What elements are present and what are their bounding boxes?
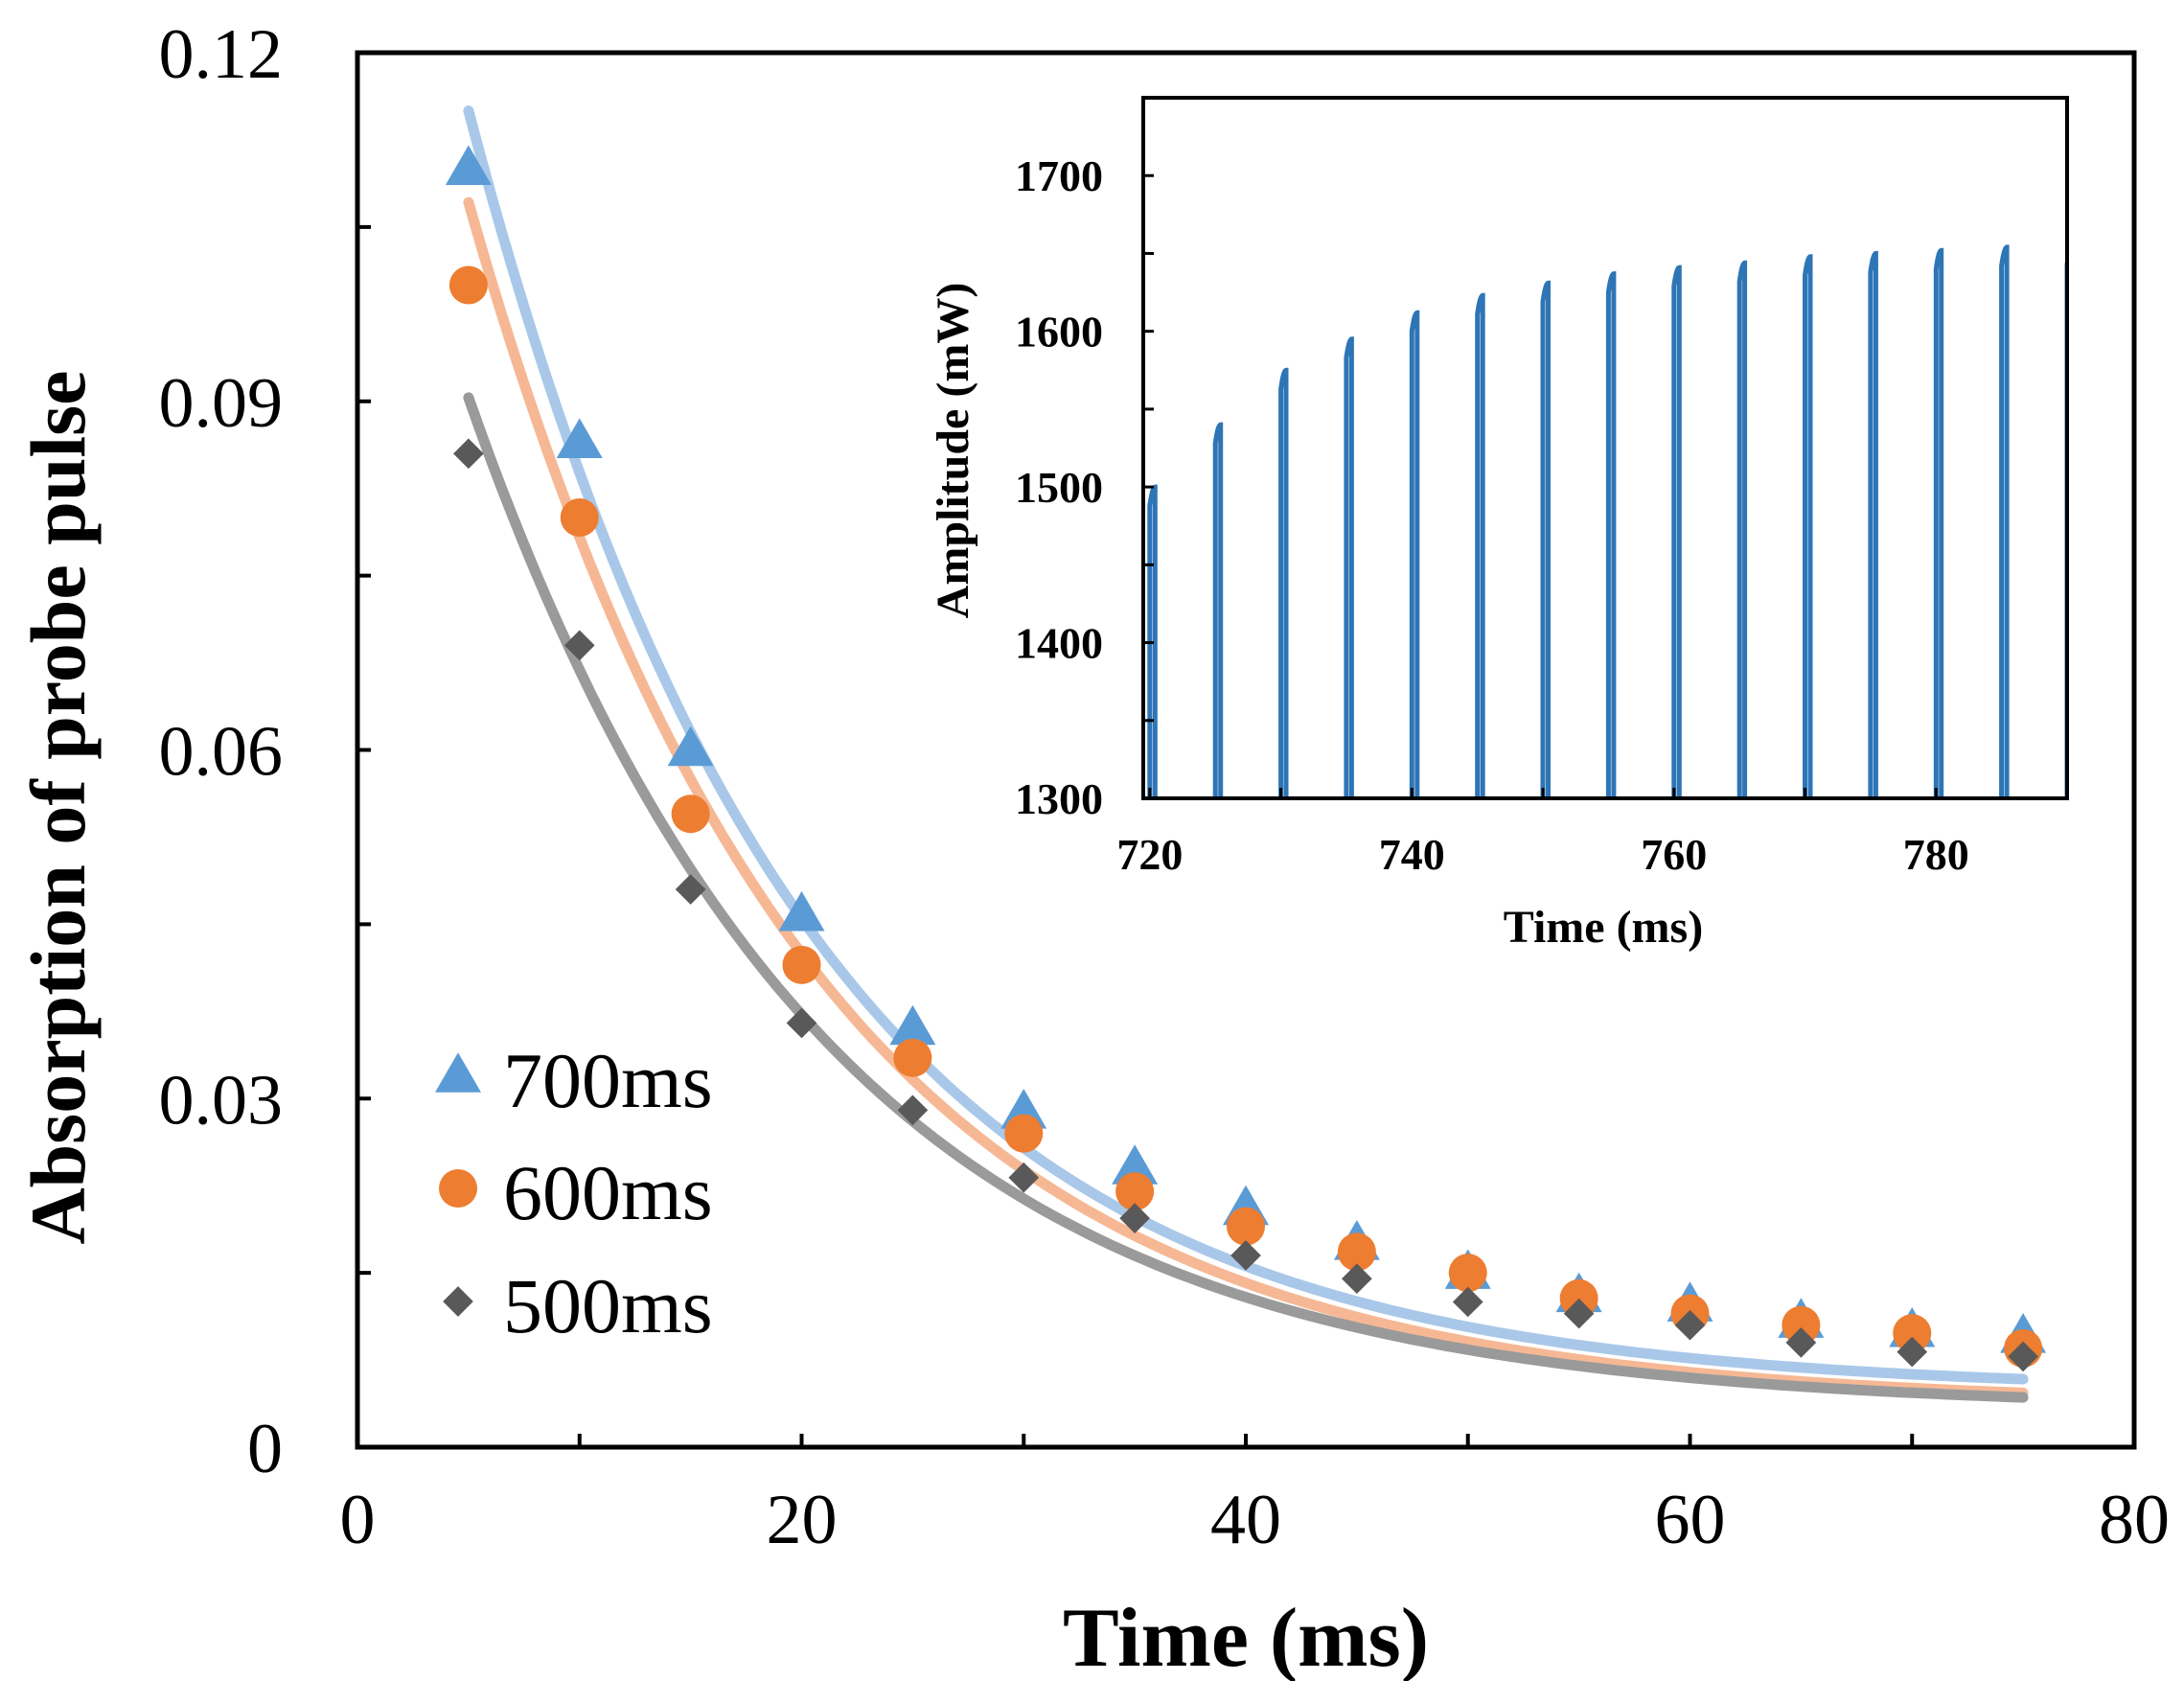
y-tick-label: 0 [247,1410,283,1488]
data-point-500ms [1230,1240,1261,1271]
inset-frame [1141,96,2069,800]
data-point-700ms [556,418,603,458]
data-point-500ms [1342,1263,1372,1295]
inset-x-tick-label: 740 [1379,830,1445,879]
legend-label: 500ms [503,1262,713,1349]
inset-y-tick-label: 1400 [1015,619,1103,668]
data-point-700ms [667,725,714,767]
data-point-700ms [1112,1144,1159,1185]
data-point-500ms [453,438,484,470]
inset-y-axis-title: Amplitude (mW) [928,283,978,619]
data-point-700ms [445,145,492,186]
inset-series [1147,244,2067,798]
y-axis-title: Absorption of probe pulse [14,370,102,1244]
pulse-line [1736,260,1748,798]
x-axis-title: Time (ms) [1063,1592,1429,1681]
data-point-600ms [1115,1172,1155,1211]
pulse-line [1540,280,1551,798]
data-point-600ms [1004,1114,1044,1153]
data-point-500ms [1563,1298,1595,1329]
inset-plot: 1300 1400 1500 1600 1700 720 740 760 780 Time (ms… [928,96,2069,953]
data-point-500ms [563,630,595,661]
data-point-700ms [778,890,825,932]
inset-x-axis-title: Time (ms) [1504,902,1703,953]
data-point-500ms [2008,1341,2038,1372]
data-point-500ms [1008,1162,1040,1193]
pulse-line [1933,247,1944,798]
data-point-500ms [786,1007,817,1039]
inset-x-tick-label: 760 [1641,830,1707,879]
inset-background [1143,98,2067,798]
x-tick-label: 80 [2099,1481,2170,1559]
data-point-600ms [1782,1305,1821,1345]
x-tick-label: 20 [767,1481,838,1559]
inset-x-tick-label: 720 [1116,830,1183,879]
data-point-500ms [675,874,706,905]
pulse-line [1671,265,1682,798]
pulse-line [1475,292,1485,798]
data-point-500ms [897,1094,929,1126]
y-tick-label: 0.06 [159,713,284,792]
data-point-600ms [448,265,488,305]
main-plot: 0 0.03 0.06 0.09 0.12 0 20 40 60 80 Time (ms) Absor… [14,15,2170,1681]
pulse-line [1605,271,1617,798]
data-point-600ms [560,498,599,537]
data-point-600ms [671,794,710,834]
legend-marker-600ms [439,1169,477,1208]
y-tick-label: 0.09 [159,364,284,443]
inset-y-tick-label: 1300 [1015,774,1103,823]
pulse-line [1999,244,2010,798]
inset-x-tick-label: 780 [1903,830,1969,879]
pulse-line [1868,250,1878,798]
data-point-600ms [1893,1314,1932,1353]
pulse-line [1212,422,1224,798]
data-point-500ms [1897,1336,1928,1368]
x-tick-label: 40 [1210,1481,1281,1559]
legend-label: 700ms [503,1037,713,1124]
data-point-600ms [1227,1207,1265,1246]
data-point-600ms [1448,1254,1487,1293]
data-point-500ms [1674,1309,1706,1341]
x-tick-label: 0 [340,1481,376,1559]
x-tick-label: 60 [1655,1481,1726,1559]
pulse-line [1344,336,1354,798]
data-point-500ms [1119,1203,1150,1233]
pulse-line [1409,310,1420,798]
inset-y-tick-label: 1700 [1015,151,1103,200]
data-point-600ms [893,1038,932,1077]
pulse-line [1278,367,1289,798]
inset-y-tick-label: 1600 [1015,308,1103,357]
data-point-500ms [1452,1286,1483,1318]
legend-label: 600ms [503,1149,713,1236]
fit-curve-500ms [463,392,2029,1403]
data-point-600ms [782,945,821,984]
legend-marker-700ms [435,1052,481,1093]
y-tick-label: 0.03 [159,1061,284,1140]
y-tick-label: 0.12 [159,15,284,94]
data-point-500ms [1785,1327,1817,1358]
pulse-line [1147,484,1158,798]
pulse-line [1803,254,1813,798]
legend-marker-500ms [443,1286,473,1317]
data-point-700ms [889,1004,936,1046]
data-point-600ms [1337,1232,1376,1272]
inset-y-tick-label: 1500 [1015,463,1103,512]
